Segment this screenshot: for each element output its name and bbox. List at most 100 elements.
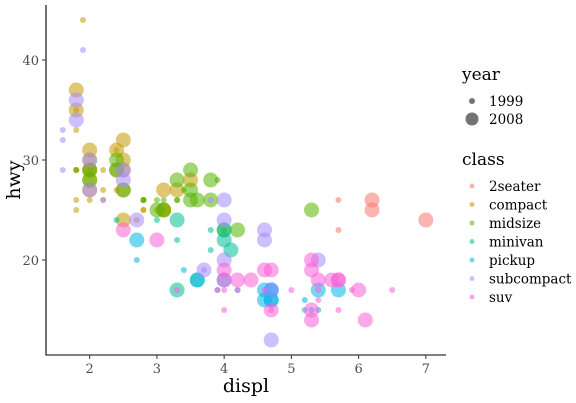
point-suv — [221, 307, 228, 313]
point-minivan — [207, 227, 214, 233]
legend-label-subcompact: subcompact — [489, 272, 572, 288]
x-tick-label: 6 — [354, 362, 362, 377]
point-suv — [174, 287, 181, 293]
point-suv — [357, 312, 373, 328]
point-compact — [100, 167, 107, 173]
point-2seater — [418, 212, 434, 228]
point-2seater — [335, 197, 342, 203]
point-midsize — [160, 197, 167, 203]
point-midsize — [174, 197, 181, 203]
size-legend-label-1999: 1999 — [489, 94, 523, 110]
legend-key-compact — [469, 202, 475, 207]
point-suv — [221, 287, 228, 293]
point-subcompact — [115, 162, 131, 178]
legend-label-midsize: midsize — [489, 216, 541, 232]
point-compact — [140, 207, 147, 213]
data-points — [59, 17, 434, 348]
x-tick-label: 2 — [86, 362, 94, 377]
y-tick-label: 40 — [22, 54, 39, 69]
point-minivan — [153, 217, 160, 223]
point-subcompact — [59, 167, 66, 173]
point-compact — [73, 207, 80, 213]
x-tick-label: 5 — [287, 362, 295, 377]
color-legend: class 2seater compact midsize minivan pickup… — [462, 150, 572, 306]
point-midsize — [183, 162, 199, 178]
size-legend-title: year — [461, 65, 501, 85]
point-pickup — [301, 297, 308, 303]
point-minivan — [207, 247, 214, 253]
point-pickup — [133, 257, 140, 263]
size-legend: year 1999 2008 — [461, 65, 523, 128]
point-midsize — [189, 192, 205, 208]
y-axis-title: hwy — [3, 160, 25, 200]
point-subcompact — [263, 282, 279, 298]
point-minivan — [169, 212, 185, 228]
point-midsize — [156, 202, 172, 218]
point-suv — [389, 287, 396, 293]
legend-key-minivan — [469, 239, 475, 244]
point-subcompact — [100, 197, 107, 203]
point-subcompact — [59, 137, 66, 143]
point-compact — [86, 197, 93, 203]
x-tick-label: 4 — [220, 362, 228, 377]
y-axis-ticks: 20 30 40 — [22, 54, 46, 269]
legend-key-pickup — [469, 257, 475, 263]
point-midsize — [153, 197, 160, 203]
y-tick-label: 30 — [22, 154, 39, 169]
point-midsize — [73, 167, 80, 173]
point-suv — [315, 297, 322, 303]
point-suv — [234, 287, 241, 293]
legend-label-pickup: pickup — [489, 253, 535, 269]
point-subcompact — [68, 112, 84, 128]
x-tick-label: 3 — [153, 362, 161, 377]
point-suv — [315, 287, 322, 293]
point-suv — [115, 222, 131, 238]
legend-label-compact: compact — [489, 198, 548, 214]
x-tick-label: 7 — [422, 362, 430, 377]
point-suv — [216, 272, 232, 288]
point-subcompact — [129, 212, 145, 228]
point-subcompact — [207, 197, 214, 203]
legend-label-minivan: minivan — [489, 235, 544, 251]
point-suv — [149, 232, 165, 248]
point-minivan — [113, 217, 120, 223]
point-subcompact — [59, 127, 66, 133]
point-suv — [304, 312, 320, 328]
color-legend-title: class — [462, 150, 505, 170]
point-suv — [330, 272, 346, 288]
point-midsize — [169, 172, 185, 188]
point-suv — [261, 287, 268, 293]
point-suv — [310, 272, 326, 288]
point-suv — [214, 287, 221, 293]
point-suv — [263, 262, 279, 278]
x-axis-title: displ — [223, 375, 269, 397]
point-compact — [79, 17, 86, 23]
point-subcompact — [68, 92, 84, 108]
point-pickup — [180, 267, 187, 273]
legend-key-subcompact — [469, 276, 475, 281]
point-compact — [115, 132, 131, 148]
point-suv — [243, 272, 259, 288]
x-axis-ticks: 2 3 4 5 6 7 — [86, 355, 430, 377]
legend-key-2seater — [469, 183, 475, 189]
point-compact — [156, 182, 172, 198]
point-compact — [100, 187, 107, 193]
point-subcompact — [82, 182, 98, 198]
point-midsize — [203, 172, 219, 188]
legend-label-2seater: 2seater — [489, 179, 541, 195]
point-subcompact — [256, 232, 272, 248]
point-subcompact — [216, 212, 232, 228]
point-minivan — [174, 237, 181, 243]
point-compact — [73, 127, 80, 133]
point-subcompact — [200, 267, 207, 273]
point-subcompact — [82, 152, 98, 168]
legend-key-suv — [469, 294, 475, 300]
legend-key-midsize — [469, 220, 475, 226]
point-2seater — [335, 227, 342, 233]
point-compact — [73, 197, 80, 203]
point-midsize — [214, 177, 221, 183]
point-subcompact — [263, 332, 279, 348]
point-subcompact — [216, 192, 232, 208]
point-suv — [335, 307, 342, 313]
